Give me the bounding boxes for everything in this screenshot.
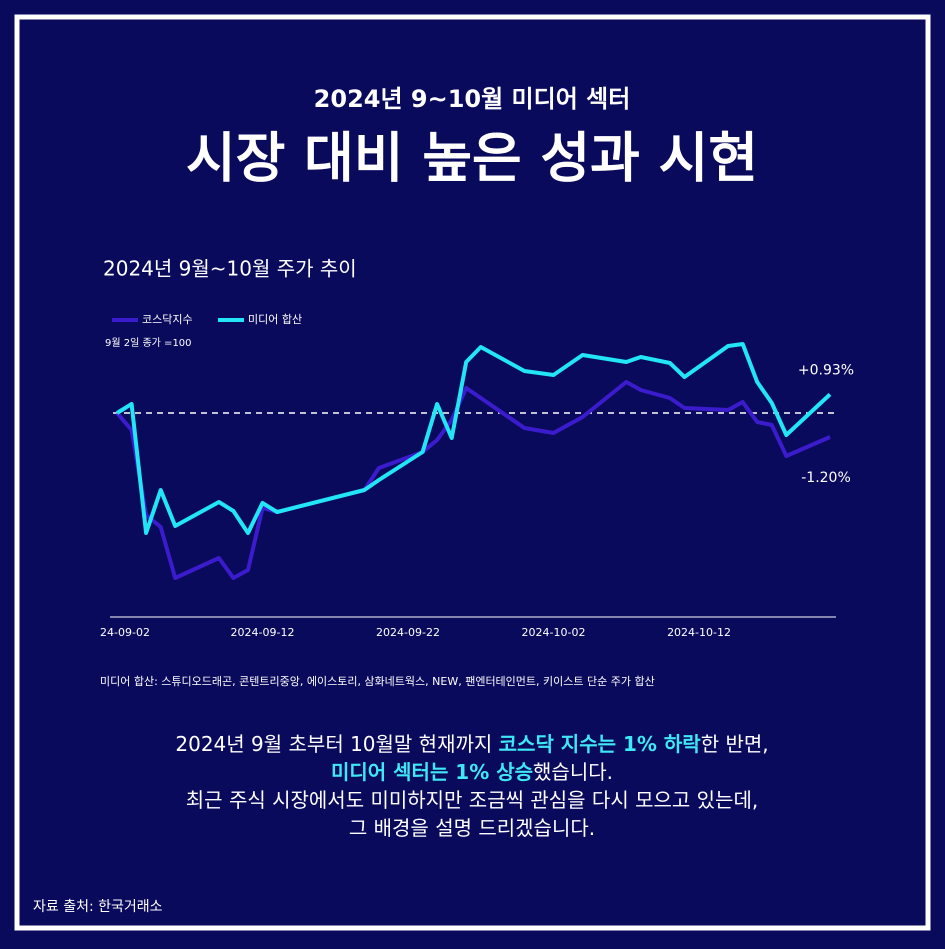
title: 시장 대비 높은 성과 시현 <box>186 127 758 190</box>
annotation: +0.93% <box>798 362 854 378</box>
x-tick-label: 2024-10-12 <box>667 626 731 639</box>
source: 자료 출처: 한국거래소 <box>33 899 163 915</box>
x-tick-label: 2024-10-02 <box>522 626 586 639</box>
chart-note: 9월 2일 종가 =100 <box>105 337 192 349</box>
chart-title: 2024년 9월~10월 주가 추이 <box>103 257 357 281</box>
body-line: 미디어 섹터는 1% 상승했습니다. <box>331 760 613 784</box>
x-tick-label: 2024-09-22 <box>376 626 440 639</box>
subtitle: 2024년 9~10월 미디어 섹터 <box>314 85 631 113</box>
highlight-text: 미디어 섹터는 1% 상승 <box>331 760 533 784</box>
body-text: 2024년 9월 초부터 10월말 현재까지 <box>175 732 498 756</box>
body-line: 최근 주식 시장에서도 미미하지만 조금씩 관심을 다시 모으고 있는데, <box>186 788 758 812</box>
highlight-text: 코스닥 지수는 1% 하락 <box>499 732 702 756</box>
frame <box>14 14 931 931</box>
body-text: 했습니다. <box>533 760 613 784</box>
body-text: 한 반면, <box>701 732 769 756</box>
x-tick-label: 2024-09-12 <box>231 626 295 639</box>
body-text: 그 배경을 설명 드리겠습니다. <box>349 816 595 840</box>
body-line: 그 배경을 설명 드리겠습니다. <box>349 816 595 840</box>
series-line <box>115 342 832 535</box>
footnote: 미디어 합산: 스튜디오드래곤, 콘텐트리중앙, 에이스토리, 삼화네트웍스, … <box>100 675 655 688</box>
body-text: 최근 주식 시장에서도 미미하지만 조금씩 관심을 다시 모으고 있는데, <box>186 788 758 812</box>
legend-label: 코스닥지수 <box>142 313 193 326</box>
body-line: 2024년 9월 초부터 10월말 현재까지 코스닥 지수는 1% 하락한 반면… <box>175 732 768 756</box>
annotation: -1.20% <box>801 470 851 486</box>
legend-label: 미디어 합산 <box>248 313 302 326</box>
x-tick-label: 24-09-02 <box>100 626 150 639</box>
